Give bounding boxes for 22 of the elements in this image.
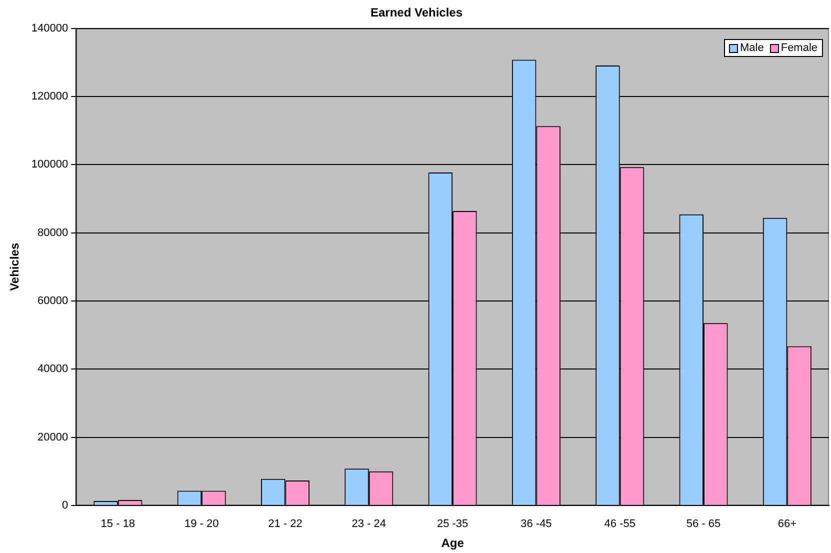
y-tick-label: 100000 [31, 158, 68, 171]
x-tick-label: 15 - 18 [100, 518, 136, 530]
x-tick-label: 46 -55 [604, 518, 636, 530]
x-tick-label: 25 -35 [436, 518, 468, 530]
legend-label: Male [740, 42, 764, 54]
y-tick-label: 60000 [38, 295, 68, 308]
x-tick-label: 66+ [778, 518, 797, 530]
y-tick-label: 80000 [38, 226, 68, 239]
x-tick-label: 19 - 20 [184, 518, 219, 530]
y-tick-label: 140000 [31, 22, 68, 34]
legend-label: Female [780, 42, 818, 54]
y-tick-label: 0 [62, 499, 68, 512]
x-axis-title: Age [441, 536, 464, 550]
x-tick-label: 21 - 22 [268, 518, 302, 530]
y-tick-label: 40000 [38, 363, 68, 376]
y-tick-label: 120000 [31, 90, 68, 103]
x-tick-label: 23 - 24 [352, 518, 386, 530]
chart-title: Earned Vehicles [370, 6, 463, 20]
y-axis-title: Vehicles [8, 242, 22, 291]
y-tick-label: 20000 [38, 431, 68, 444]
x-tick-label: 36 -45 [520, 518, 552, 530]
x-tick-label: 56 - 65 [686, 518, 721, 530]
